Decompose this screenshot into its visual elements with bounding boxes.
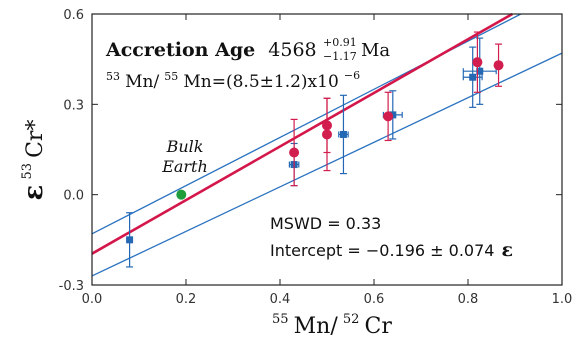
ratio-exp: −6 xyxy=(344,69,360,82)
data-point-group xyxy=(126,212,134,268)
data-point-circle xyxy=(289,147,300,158)
data-point-group xyxy=(383,91,394,142)
y-tick-label: 0.0 xyxy=(63,189,84,204)
intercept-text: Intercept = −0.196 ± 0.074 xyxy=(270,241,494,260)
best-fit-line xyxy=(91,12,514,255)
data-point-square xyxy=(126,236,134,244)
accretion-age-minus: −1.17 xyxy=(323,50,357,63)
ratio-iso2: 55 xyxy=(164,70,178,83)
x-label-iso2: 52 xyxy=(343,312,360,327)
data-point-square xyxy=(476,67,484,75)
data-point-circle xyxy=(493,60,504,71)
best-fit-line-group xyxy=(91,12,514,255)
accretion-age-label: Accretion Age xyxy=(105,39,255,61)
plot-frame xyxy=(91,13,563,286)
y-axis-ticks: -0.3 0.0 0.3 0.6 xyxy=(59,8,562,294)
accretion-age-value: 4568 xyxy=(268,39,316,61)
data-point-circle xyxy=(322,120,332,131)
data-point-group xyxy=(462,46,483,108)
accretion-age-unit: Ma xyxy=(361,40,390,61)
intercept-epsilon: ε xyxy=(502,239,514,261)
y-tick-label: 0.3 xyxy=(63,98,84,113)
data-point-group xyxy=(289,118,300,187)
ratio-iso1: 53 xyxy=(106,70,120,83)
bulk-earth-label-line1: Bulk xyxy=(166,137,204,156)
data-points xyxy=(126,31,504,268)
data-point-circle xyxy=(176,189,187,200)
x-tick-label: 0.8 xyxy=(458,292,479,307)
ratio-rest: Mn=(8.5±1.2)x10 xyxy=(183,72,338,92)
x-tick-label: 1.0 xyxy=(552,292,573,307)
data-point-group xyxy=(493,43,504,87)
accretion-age-annotation: Accretion Age 4568 xyxy=(105,39,317,61)
y-tick-label: 0.6 xyxy=(63,8,84,23)
x-label-el2: Cr xyxy=(364,314,392,339)
x-label-el1: Mn/ xyxy=(294,314,339,339)
accretion-age-plus: +0.91 xyxy=(323,36,357,49)
ratio-annotation: 53 Mn/ 55 Mn=(8.5±1.2)x10 −6 xyxy=(106,65,360,92)
y-label-iso: 53 xyxy=(20,163,35,180)
data-point-circle xyxy=(472,57,483,68)
x-axis-label: 55 Mn/ 52 Cr xyxy=(272,308,392,339)
data-point-circle xyxy=(383,111,394,122)
x-tick-label: 0.0 xyxy=(82,292,103,307)
x-tick-label: 0.6 xyxy=(364,292,385,307)
y-tick-label: -0.3 xyxy=(59,279,84,294)
bulk-earth-label-line2: Earth xyxy=(161,157,208,176)
x-tick-label: 0.2 xyxy=(176,292,197,307)
data-point-group xyxy=(322,97,332,154)
x-label-iso1: 55 xyxy=(272,312,289,327)
data-point-group xyxy=(338,94,349,175)
mswd-annotation: MSWD = 0.33 xyxy=(270,214,381,233)
data-point-group xyxy=(176,189,187,200)
y-label-eps: ε xyxy=(19,185,49,201)
intercept-annotation: Intercept = −0.196 ± 0.074 ε xyxy=(270,239,513,261)
x-axis-ticks: 0.0 0.2 0.4 0.6 0.8 1.0 xyxy=(82,14,573,307)
ratio-el1: Mn/ xyxy=(125,72,159,92)
data-point-square xyxy=(469,73,477,81)
y-label-el: Cr* xyxy=(23,120,48,158)
data-point-group xyxy=(472,31,483,93)
y-axis-label: ε 53 Cr* xyxy=(16,120,49,201)
data-point-group xyxy=(462,37,497,105)
data-point-square xyxy=(339,130,347,138)
x-tick-label: 0.4 xyxy=(270,292,291,307)
